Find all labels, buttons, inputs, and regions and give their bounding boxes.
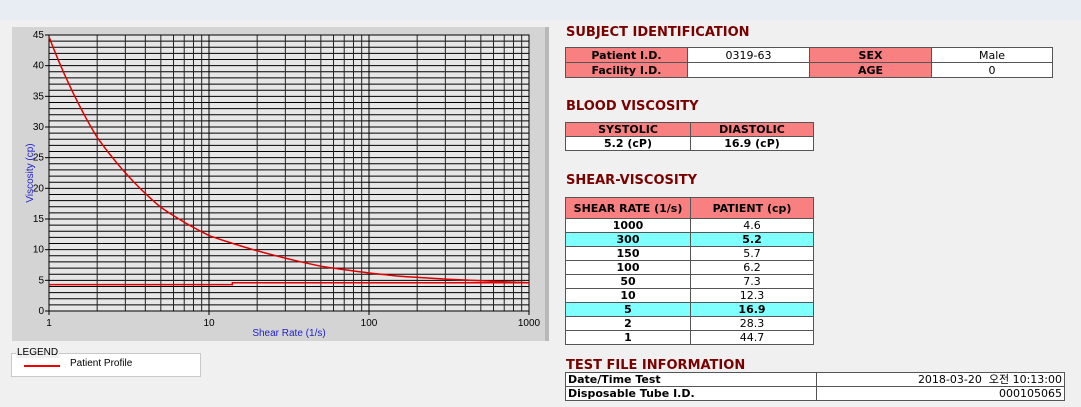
shear-row: 50 7.3 xyxy=(565,274,814,289)
patient-value-cell: 28.3 xyxy=(690,316,814,331)
patient-value-cell: 4.6 xyxy=(690,218,814,233)
x-tick-label: 1 xyxy=(46,318,52,329)
x-tick-label: 1000 xyxy=(518,318,541,329)
y-tick-label: 5 xyxy=(38,275,44,286)
legend-title: LEGEND xyxy=(16,347,60,358)
shear-rate-cell: 1 xyxy=(565,330,691,345)
y-tick-label: 15 xyxy=(33,214,45,225)
shear-row: 2 28.3 xyxy=(565,316,814,331)
shear-rate-cell: 1000 xyxy=(565,218,691,233)
shear-rate-cell: 150 xyxy=(565,246,691,261)
blood-table: SYSTOLIC DIASTOLIC 5.2 (cP) 16.9 (cP) xyxy=(565,122,814,151)
patient-value-cell: 7.3 xyxy=(690,274,814,289)
shear-row: 150 5.7 xyxy=(565,246,814,261)
facility-id-value xyxy=(687,62,810,78)
patient-id-value: 0319-63 xyxy=(687,47,810,63)
shear-rate-cell: 100 xyxy=(565,260,691,275)
shear-row: 300 5.2 xyxy=(565,232,814,247)
shear-rate-cell: 300 xyxy=(565,232,691,247)
legend-line-swatch xyxy=(24,365,60,367)
shear-row: 10 12.3 xyxy=(565,288,814,303)
patient-value-cell: 12.3 xyxy=(690,288,814,303)
subject-table: Patient I.D. 0319-63 SEX Male Facility I… xyxy=(565,47,1053,78)
date-label: Date/Time Test xyxy=(565,372,817,387)
y-tick-label: 40 xyxy=(33,61,45,72)
shear-row: 1000 4.6 xyxy=(565,218,814,233)
x-tick-label: 10 xyxy=(203,318,215,329)
x-tick-label: 100 xyxy=(361,318,378,329)
patient-value-cell: 5.7 xyxy=(690,246,814,261)
shear-table: SHEAR RATE (1/s) PATIENT (cp) 1000 4.6 300… xyxy=(565,197,814,345)
testfile-title: TEST FILE INFORMATION xyxy=(566,358,746,373)
plot-area xyxy=(49,35,529,311)
patient-value-cell: 6.2 xyxy=(690,260,814,275)
patient-value-cell: 16.9 xyxy=(690,302,814,317)
tube-label: Disposable Tube I.D. xyxy=(565,386,817,401)
y-tick-label: 25 xyxy=(33,153,45,164)
tube-value: 000105065 xyxy=(816,386,1065,401)
diastolic-value: 16.9 (cP) xyxy=(690,136,814,151)
shear-row: 5 16.9 xyxy=(565,302,814,317)
top-bar xyxy=(0,0,1081,20)
shear-rate-header: SHEAR RATE (1/s) xyxy=(565,197,691,219)
series-line-2 xyxy=(49,282,529,286)
sex-label: SEX xyxy=(809,47,932,63)
shear-rate-cell: 10 xyxy=(565,288,691,303)
y-tick-label: 10 xyxy=(33,245,45,256)
legend: LEGEND Patient Profile xyxy=(11,347,201,377)
patient-header: PATIENT (cp) xyxy=(690,197,814,219)
age-value: 0 xyxy=(931,62,1053,78)
blood-title: BLOOD VISCOSITY xyxy=(566,99,699,114)
shear-rate-cell: 50 xyxy=(565,274,691,289)
shear-title: SHEAR-VISCOSITY xyxy=(566,173,697,188)
facility-id-label: Facility I.D. xyxy=(565,62,688,78)
subject-title: SUBJECT IDENTIFICATION xyxy=(566,25,750,40)
y-tick-label: 35 xyxy=(33,91,45,102)
age-label: AGE xyxy=(809,62,932,78)
y-tick-label: 0 xyxy=(38,306,44,317)
sex-value: Male xyxy=(931,47,1053,63)
y-tick-label: 20 xyxy=(33,183,45,194)
patient-id-label: Patient I.D. xyxy=(565,47,688,63)
shear-rate-cell: 2 xyxy=(565,316,691,331)
diastolic-label: DIASTOLIC xyxy=(690,122,814,137)
plot-border xyxy=(48,34,530,312)
y-axis-label: Viscosity (cp) xyxy=(25,143,36,202)
patient-value-cell: 5.2 xyxy=(690,232,814,247)
shear-rate-cell: 5 xyxy=(565,302,691,317)
systolic-label: SYSTOLIC xyxy=(565,122,691,137)
viscosity-chart: 0 5 10 15 20 25 30 35 40 45 1 10 100 1000 Shear Rate (… xyxy=(25,30,541,339)
y-tick-label: 30 xyxy=(33,122,45,133)
testfile-table: Date/Time Test 2018-03-20 오전 10:13:00 Di… xyxy=(565,372,1065,401)
shear-row: 100 6.2 xyxy=(565,260,814,275)
systolic-value: 5.2 (cP) xyxy=(565,136,691,151)
shear-row: 1 44.7 xyxy=(565,330,814,345)
date-value: 2018-03-20 오전 10:13:00 xyxy=(816,372,1065,387)
legend-label: Patient Profile xyxy=(70,358,133,369)
series-line-1 xyxy=(48,36,530,284)
x-axis-label: Shear Rate (1/s) xyxy=(252,328,325,339)
y-tick-label: 45 xyxy=(33,30,45,41)
patient-value-cell: 44.7 xyxy=(690,330,814,345)
